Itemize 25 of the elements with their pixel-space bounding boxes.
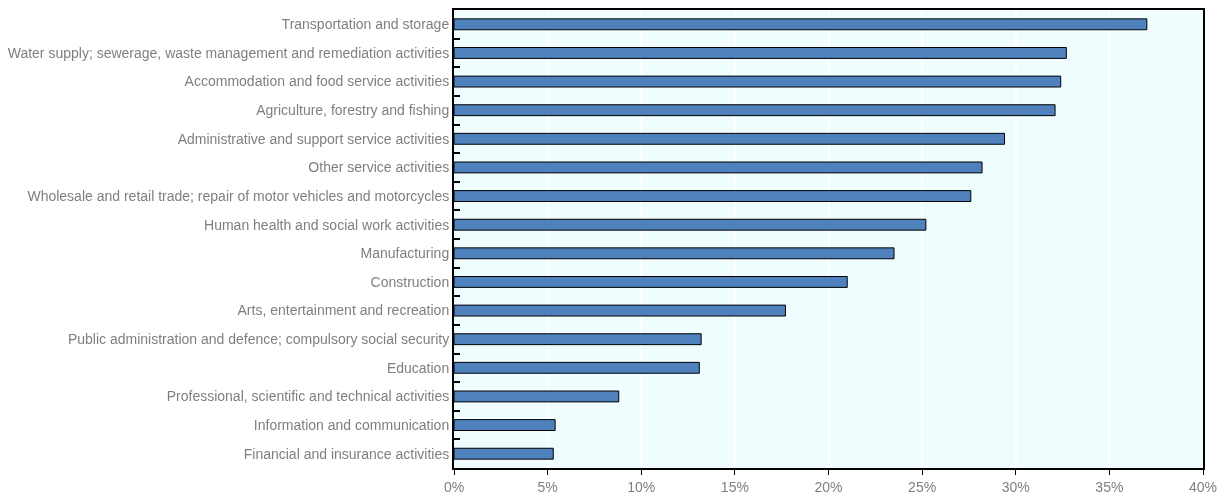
y-tick-label: Human health and social work activities [204,216,450,233]
x-tick-label: 40% [1188,478,1218,495]
x-tick-label: 10% [627,478,656,495]
y-tick-label: Education [386,359,450,376]
x-tick-label: 35% [1095,478,1124,495]
y-tick-label: Financial and insurance activities [243,445,450,462]
y-tick-label: Arts, entertainment and recreation [237,302,450,319]
y-tick-label: Public administration and defence; compulsory social security [67,331,450,348]
y-tick-label: Transportation and storage [281,16,450,33]
x-tick-label: 0% [443,478,465,495]
y-tick-label: Accommodation and food service activities [184,73,450,90]
x-tick-label: 20% [814,478,843,495]
y-tick-label: Information and communication [253,416,450,433]
y-tick-label: Manufacturing [360,245,450,262]
y-tick-label: Water supply; sewerage, waste management and remediation activities [7,44,450,61]
y-tick-label: Other service activities [308,159,450,176]
y-tick-label: Wholesale and retail trade; repair of motor vehicles and motorcycles [27,187,450,204]
x-tick-label: 25% [908,478,937,495]
y-tick-label: Administrative and support service activities [177,130,450,147]
y-tick-label: Construction [370,273,450,290]
y-tick-label: Professional, scientific and technical activities [166,388,450,405]
x-tick-label: 30% [1001,478,1030,495]
x-tick-label: 15% [720,478,749,495]
y-tick-label: Agriculture, forestry and fishing [256,102,450,119]
x-tick-label: 5% [537,478,558,495]
